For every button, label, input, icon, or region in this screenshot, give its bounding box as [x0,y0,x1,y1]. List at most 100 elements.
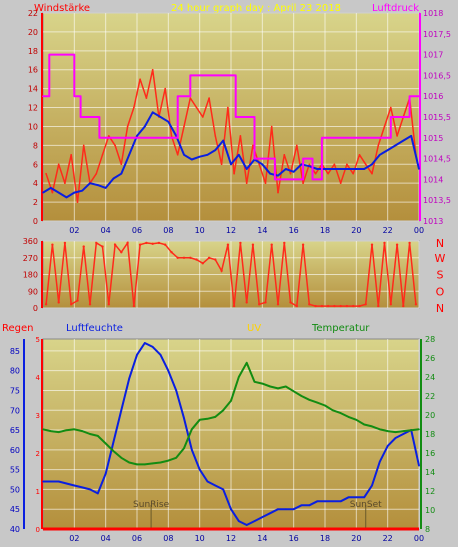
panel1-x-tick: 08 [163,226,173,235]
panel1-left-tick: 16 [28,66,38,75]
wind-direction-point [51,243,54,246]
temperature-line-point [308,399,311,401]
wind-direction-point [132,304,136,308]
wind-average-line-point [261,163,264,166]
wind-gust-line-point [258,163,261,166]
wind-average-line-point [214,149,217,151]
temperature-line-point [339,412,342,414]
wind-gust-line-point [277,191,279,194]
pressure-line-point [234,116,237,118]
humidity-line-point [89,488,91,491]
wind-direction-point [138,243,142,246]
wind-direction-point [276,303,280,306]
wind-average-line-point [144,125,146,128]
humidity-line-point [175,389,177,392]
panel1-x-tick: 14 [257,226,267,235]
panel2-left-tick: 0 [33,304,38,313]
wind-direction-point [82,245,85,248]
panel1-left-tick: 10 [28,122,38,131]
wind-direction-point [289,301,292,304]
temperature-tick: 26 [425,354,435,363]
wind-average-line-point [167,120,170,123]
temperature-line-point [410,429,413,432]
wind-average-line-point [97,184,99,186]
humidity-tick: 45 [10,505,20,514]
wind-average-line-point [112,177,115,180]
wind-gust-line-point [264,182,267,184]
rain-tick: 3 [36,412,40,420]
wind-average-line-point [81,189,83,192]
wind-gust-line-point [70,154,72,156]
pressure-line-point [274,178,276,181]
humidity-line-point [57,480,60,483]
panel1-left-tick: 18 [28,47,38,56]
wind-direction-point [408,241,411,245]
temperature-line-point [151,462,154,465]
wind-average-line-point [277,174,279,177]
humidity-line-point [269,512,272,514]
temperature-line-point [128,461,130,464]
wind-gust-line-point [139,78,141,80]
humidity-line-point [50,480,52,483]
wind-direction-point [264,301,267,304]
panel3-x-tick: 12 [226,534,236,543]
temperature-line-point [57,431,60,433]
wind-direction-point [245,301,248,304]
panel1-x-tick: 10 [195,226,205,235]
rain-tick: 0 [36,526,40,534]
temperature-line-point [253,381,256,383]
panel1-x-tick: 00 [414,226,424,235]
sun-markers: SunRise SunSet [133,500,382,529]
temperature-line-point [245,362,248,364]
wind-gust-line-point [289,172,292,175]
pressure-line-point [321,178,323,181]
humidity-line-point [418,464,420,467]
wind-gust-line-point [214,135,217,137]
pressure-line-point [408,95,411,97]
temperature-line-point [42,428,44,431]
wind-gust-line-point [383,125,386,128]
wind-direction-point [333,304,336,308]
wind-gust-line-point [145,97,148,99]
wind-direction-point [339,304,342,308]
wind-gust-line-point [45,172,47,175]
wind-direction-point [383,241,386,245]
wind-average-line-point [285,168,287,170]
direction-label: W [435,252,446,265]
temperature-line-point [89,433,91,435]
wind-direction-point [352,304,355,308]
panel3-x-tick: 02 [69,534,79,543]
humidity-tick: 40 [10,525,20,534]
wind-direction-point [226,243,230,246]
wind-direction-point [76,299,79,302]
humidity-line-point [277,508,279,511]
wind-direction-point [358,304,361,308]
temperature-line-point [261,382,264,385]
humidity-line-point [81,486,83,489]
pressure-line-point [176,95,179,97]
temperature-line-point [159,461,162,464]
humidity-line-point [332,500,334,503]
wind-average-line-point [292,171,295,173]
wind-gust-line-point [95,172,98,175]
temperature-line-point [394,431,397,433]
wind-average-line-point [42,191,44,194]
wind-direction-point [364,303,367,306]
wind-gust-line-point [245,182,248,184]
wind-gust-line-point [151,68,154,71]
wind-gust-line-point [189,97,192,99]
pressure-line-point [311,157,314,160]
wind-gust-line-point [352,172,355,175]
wind-direction-point [232,304,236,308]
wind-average-line-point [222,139,224,142]
humidity-line-point [65,482,68,485]
panel1-left-tick: 0 [33,217,38,226]
sunrise-label: SunRise [133,500,170,510]
temperature-line-point [167,459,170,462]
wind-direction-point [88,303,92,306]
temperature-tick: 16 [425,449,435,458]
wind-average-line-point [50,187,52,189]
wind-gust-line-point [270,125,273,128]
panel2-left-tick: 270 [23,254,38,263]
